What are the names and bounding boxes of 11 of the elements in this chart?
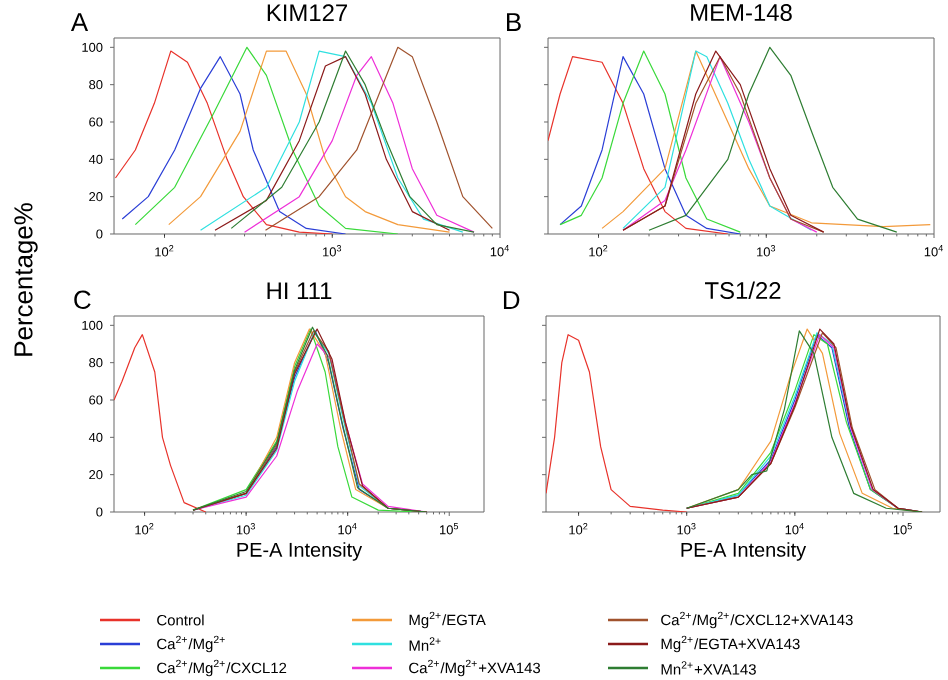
x-axis-title: PE-A Intensity: [681, 542, 807, 561]
chart-title: MEM-148: [691, 4, 792, 21]
text: A: [70, 13, 89, 31]
text: C: [74, 290, 91, 309]
chart-title: KIM127: [267, 4, 348, 21]
y-axis-title: Percentage%: [14, 203, 38, 356]
chart-title: HI 111: [267, 282, 332, 299]
text: D: [503, 291, 520, 309]
x-axis-title: PE-A Intensity: [237, 542, 363, 561]
chart-title: TS1/22: [705, 281, 781, 299]
text: B: [507, 13, 521, 31]
